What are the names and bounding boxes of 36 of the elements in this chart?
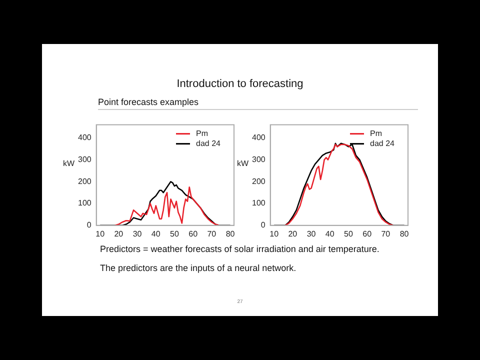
x-tick-label: 30: [132, 229, 142, 238]
chart-title: Introduction to forecasting: [176, 78, 304, 90]
y-tick-label: 200: [252, 176, 266, 186]
y-tick-label: 100: [78, 198, 92, 208]
legend-label: dad 24: [370, 139, 396, 148]
y-tick-label: 400: [252, 133, 266, 142]
y-tick-label: 300: [78, 154, 92, 164]
x-tick-label: 80: [400, 229, 410, 238]
x-tick-label: 60: [362, 229, 372, 238]
x-tick-label: 50: [344, 229, 354, 238]
y-axis-title: kW: [63, 158, 75, 168]
x-tick-label: 20: [114, 229, 124, 238]
y-tick-label: 300: [252, 154, 266, 164]
legend-label: dad 24: [196, 139, 222, 148]
x-tick-label: 50: [170, 229, 180, 238]
y-tick-label: 0: [260, 220, 266, 230]
y-tick-label: 100: [252, 198, 266, 208]
y-tick-label: 400: [78, 133, 92, 142]
text: The predictors are the inputs of a neural network.: [100, 263, 298, 273]
y-tick-label: 0: [86, 220, 92, 230]
x-tick-label: 60: [188, 229, 198, 238]
legend-label: Pm: [196, 129, 208, 138]
y-tick-label: 200: [78, 176, 92, 186]
x-tick-label: 30: [306, 229, 316, 238]
text: Predictors = weather forecasts of solar irradiation and air temperature.: [100, 244, 380, 254]
x-tick-label: 10: [270, 229, 280, 238]
x-tick-label: 80: [226, 229, 236, 238]
chart-subtitle: Point forecasts examples: [98, 97, 418, 110]
y-axis-title: kW: [237, 158, 249, 168]
x-tick-label: 40: [151, 229, 161, 238]
legend-label: Pm: [370, 129, 382, 138]
x-tick-label: 20: [288, 229, 298, 238]
x-tick-label: 10: [96, 229, 106, 238]
x-tick-label: 70: [207, 229, 217, 238]
x-tick-label: 70: [381, 229, 391, 238]
x-tick-label: 40: [325, 229, 335, 238]
